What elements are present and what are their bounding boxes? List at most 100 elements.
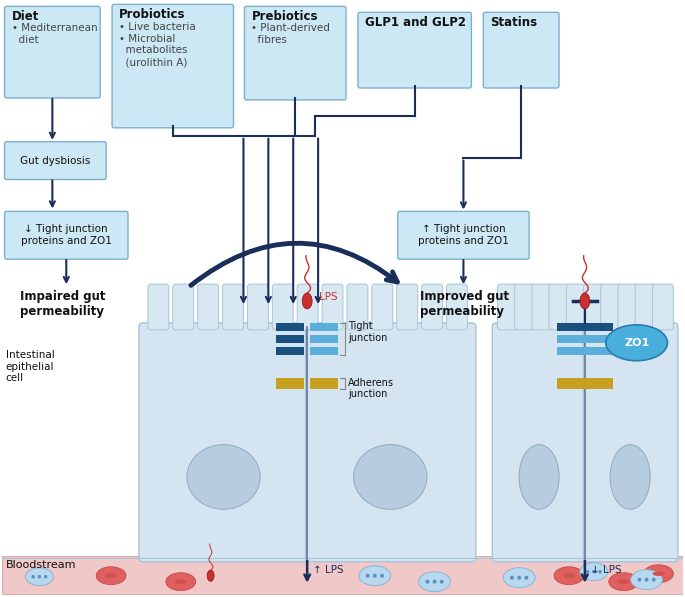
Ellipse shape — [510, 576, 514, 580]
Text: Adherens
junction: Adherens junction — [348, 378, 394, 399]
FancyBboxPatch shape — [310, 335, 338, 343]
Text: Diet: Diet — [12, 10, 39, 23]
FancyBboxPatch shape — [397, 284, 418, 330]
Ellipse shape — [187, 445, 260, 509]
Ellipse shape — [433, 580, 436, 584]
FancyBboxPatch shape — [398, 211, 529, 259]
FancyBboxPatch shape — [549, 284, 570, 330]
FancyBboxPatch shape — [148, 284, 169, 330]
FancyBboxPatch shape — [618, 284, 639, 330]
FancyBboxPatch shape — [497, 284, 519, 330]
Ellipse shape — [631, 570, 662, 590]
FancyBboxPatch shape — [5, 7, 100, 98]
FancyBboxPatch shape — [223, 284, 243, 330]
FancyBboxPatch shape — [514, 284, 536, 330]
FancyBboxPatch shape — [532, 284, 553, 330]
Ellipse shape — [638, 578, 641, 581]
Ellipse shape — [373, 574, 377, 578]
Text: GLP1 and GLP2: GLP1 and GLP2 — [365, 16, 466, 29]
Ellipse shape — [425, 580, 429, 584]
Ellipse shape — [166, 573, 196, 590]
FancyBboxPatch shape — [276, 347, 304, 355]
Text: LPS: LPS — [319, 292, 338, 302]
FancyBboxPatch shape — [139, 323, 309, 562]
FancyBboxPatch shape — [557, 335, 613, 343]
FancyBboxPatch shape — [557, 347, 613, 355]
FancyBboxPatch shape — [173, 284, 194, 330]
FancyBboxPatch shape — [447, 284, 467, 330]
Ellipse shape — [38, 575, 41, 578]
Ellipse shape — [651, 578, 656, 581]
FancyBboxPatch shape — [557, 378, 613, 389]
FancyBboxPatch shape — [347, 284, 368, 330]
Text: • Plant-derived
  fibres: • Plant-derived fibres — [251, 23, 330, 45]
Ellipse shape — [618, 580, 630, 584]
FancyBboxPatch shape — [112, 4, 234, 128]
Ellipse shape — [645, 578, 649, 581]
Ellipse shape — [105, 574, 117, 578]
Ellipse shape — [609, 573, 638, 590]
FancyBboxPatch shape — [306, 323, 476, 562]
Text: Probiotics: Probiotics — [119, 8, 186, 21]
Ellipse shape — [96, 567, 126, 584]
FancyBboxPatch shape — [310, 378, 338, 389]
Ellipse shape — [359, 566, 390, 586]
Ellipse shape — [653, 571, 664, 576]
FancyBboxPatch shape — [273, 284, 293, 330]
Text: Gut dysbiosis: Gut dysbiosis — [20, 156, 90, 165]
FancyBboxPatch shape — [322, 284, 343, 330]
Text: ZO1: ZO1 — [624, 338, 649, 348]
Ellipse shape — [32, 575, 35, 578]
Ellipse shape — [302, 293, 312, 309]
FancyBboxPatch shape — [276, 323, 304, 331]
Text: Prebiotics: Prebiotics — [251, 10, 318, 23]
FancyBboxPatch shape — [584, 323, 678, 562]
Text: Bloodstream: Bloodstream — [5, 560, 76, 570]
FancyBboxPatch shape — [297, 284, 318, 330]
Text: Improved gut
permeability: Improved gut permeability — [420, 290, 509, 318]
Text: Impaired gut
permeability: Impaired gut permeability — [19, 290, 105, 318]
Text: • Live bacteria
• Microbial
  metabolites
  (urolithin A): • Live bacteria • Microbial metabolites … — [119, 22, 196, 67]
FancyBboxPatch shape — [5, 141, 106, 180]
FancyBboxPatch shape — [310, 347, 338, 355]
Ellipse shape — [563, 574, 575, 578]
Ellipse shape — [207, 570, 214, 581]
Ellipse shape — [44, 575, 47, 578]
Ellipse shape — [524, 576, 528, 580]
FancyBboxPatch shape — [358, 13, 471, 88]
Ellipse shape — [175, 580, 187, 584]
Text: Intestinal
epithelial
cell: Intestinal epithelial cell — [5, 350, 54, 383]
Ellipse shape — [503, 568, 535, 587]
FancyBboxPatch shape — [247, 284, 269, 330]
Ellipse shape — [380, 574, 384, 578]
FancyBboxPatch shape — [635, 284, 656, 330]
FancyBboxPatch shape — [245, 7, 346, 100]
Text: ↓ Tight junction
proteins and ZO1: ↓ Tight junction proteins and ZO1 — [21, 224, 112, 246]
Ellipse shape — [644, 565, 673, 583]
FancyBboxPatch shape — [557, 323, 613, 331]
Text: • Mediterranean
  diet: • Mediterranean diet — [12, 23, 97, 45]
Ellipse shape — [366, 574, 370, 578]
FancyBboxPatch shape — [372, 284, 393, 330]
Ellipse shape — [554, 567, 584, 584]
Ellipse shape — [517, 576, 521, 580]
Ellipse shape — [586, 570, 589, 574]
Ellipse shape — [25, 568, 53, 586]
Text: Tight
junction: Tight junction — [348, 321, 387, 343]
Ellipse shape — [610, 445, 650, 509]
Text: ↑ LPS: ↑ LPS — [313, 565, 344, 575]
FancyBboxPatch shape — [584, 284, 604, 330]
FancyBboxPatch shape — [484, 13, 559, 88]
Ellipse shape — [353, 445, 427, 509]
FancyBboxPatch shape — [276, 335, 304, 343]
FancyBboxPatch shape — [276, 378, 304, 389]
FancyBboxPatch shape — [601, 284, 622, 330]
Ellipse shape — [419, 572, 451, 592]
FancyBboxPatch shape — [566, 284, 587, 330]
Ellipse shape — [592, 570, 595, 574]
Text: ↑ Tight junction
proteins and ZO1: ↑ Tight junction proteins and ZO1 — [418, 224, 509, 246]
Text: ↓ LPS: ↓ LPS — [591, 565, 621, 575]
Text: Statins: Statins — [490, 16, 538, 29]
Ellipse shape — [606, 325, 667, 361]
Ellipse shape — [580, 563, 608, 581]
